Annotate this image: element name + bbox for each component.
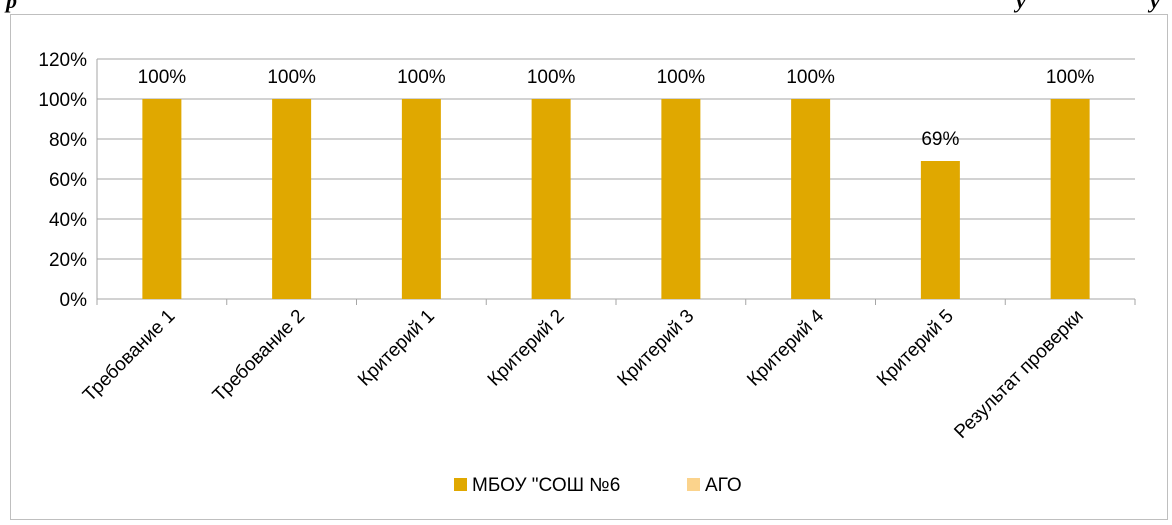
x-category-label: Критерий 1 [354,306,439,391]
data-label: 100% [1046,67,1095,88]
y-tick-label: 0% [60,290,88,311]
chart-area: 0% 20% 40% 60% 80% 100% 120% 100% Требование 1 10… [10,14,1168,520]
y-tick-label: 60% [49,170,87,191]
x-category-label: Требование 1 [79,306,179,406]
y-tick-label: 100% [38,90,87,111]
bar [401,99,441,299]
heading-fragment-left: р [6,0,17,13]
legend-entry: МБОУ "СОШ №6 [472,475,620,496]
data-label: 100% [397,67,446,88]
data-label: 100% [527,67,576,88]
x-category-label: Результат проверки [950,306,1087,443]
x-category-label: Критерий 4 [743,305,828,390]
y-tick-label: 120% [38,50,87,71]
bar [531,99,571,299]
y-tick-label: 40% [49,210,87,231]
legend-swatch [687,478,700,491]
data-label: 100% [786,67,835,88]
bar [920,161,960,299]
legend-swatch [454,478,467,491]
data-label: 100% [657,67,706,88]
heading-fragment-right-2: у [1150,0,1160,13]
data-label: 100% [138,67,187,88]
cropped-heading-strip: р у у [0,0,1172,14]
heading-fragment-right-1: у [1016,0,1026,13]
bar [1050,99,1090,299]
bar-chart: 0% 20% 40% 60% 80% 100% 120% 100% Требование 1 10… [38,50,1136,496]
bar [661,99,701,299]
x-category-label: Критерий 2 [484,306,569,391]
y-tick-label: 80% [49,130,87,151]
bar [791,99,831,299]
bar [142,99,182,299]
data-label: 69% [921,129,959,150]
data-label: 100% [267,67,316,88]
legend-entry: АГО [705,475,742,496]
x-category-label: Критерий 3 [614,306,699,391]
bar [272,99,312,299]
x-category-label: Требование 2 [209,306,309,406]
x-category-label: Критерий 5 [873,306,958,391]
y-tick-label: 20% [49,250,87,271]
